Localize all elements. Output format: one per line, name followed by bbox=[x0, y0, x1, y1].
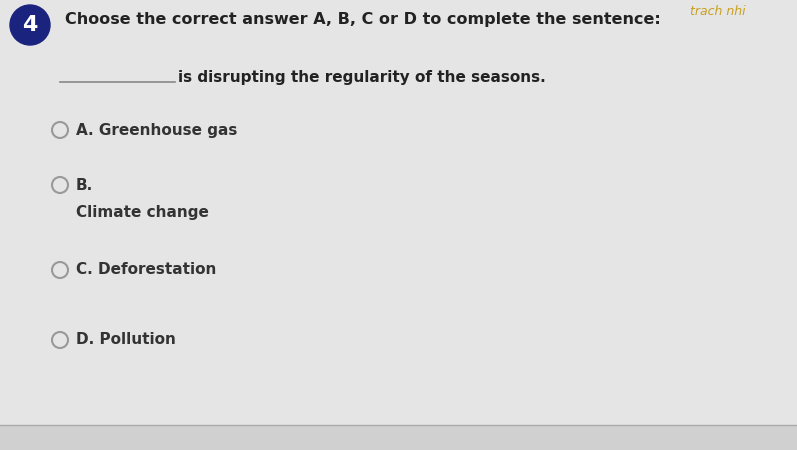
Bar bbox=[0, 425, 797, 450]
Text: 4: 4 bbox=[22, 15, 37, 35]
Text: B.: B. bbox=[76, 177, 93, 193]
Text: C. Deforestation: C. Deforestation bbox=[76, 262, 216, 278]
Text: Climate change: Climate change bbox=[76, 206, 209, 220]
Text: is disrupting the regularity of the seasons.: is disrupting the regularity of the seas… bbox=[178, 70, 546, 85]
Circle shape bbox=[10, 5, 50, 45]
Text: trach nhi: trach nhi bbox=[690, 5, 746, 18]
Text: A. Greenhouse gas: A. Greenhouse gas bbox=[76, 122, 238, 138]
Text: D. Pollution: D. Pollution bbox=[76, 333, 176, 347]
Text: Choose the correct answer A, B, C or D to complete the sentence:: Choose the correct answer A, B, C or D t… bbox=[65, 12, 661, 27]
